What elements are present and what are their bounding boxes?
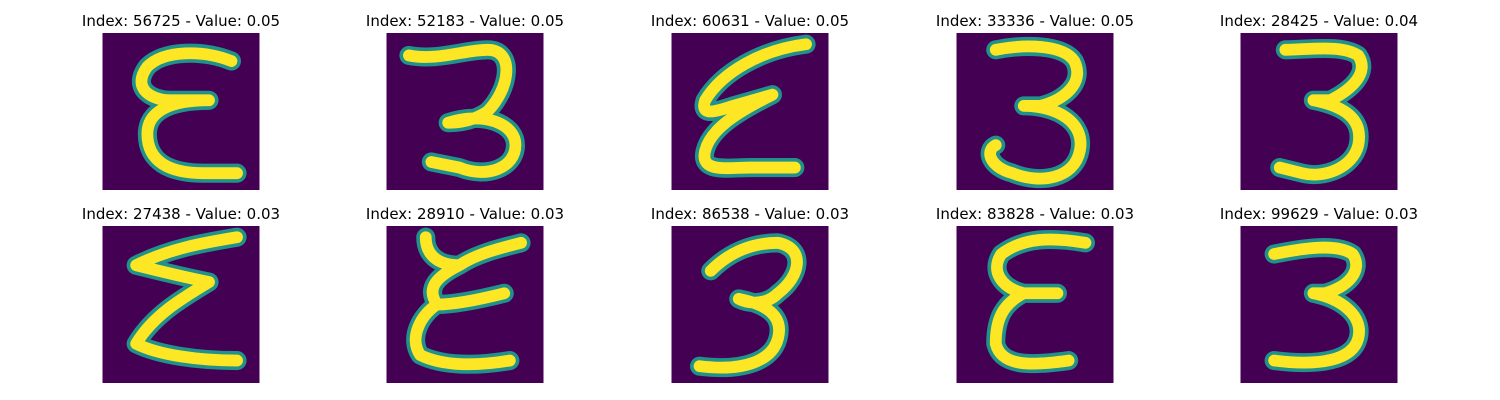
digit-image-epsilon (956, 226, 1114, 383)
image-panel-6: Index: 27438 - Value: 0.03 (71, 203, 291, 383)
image-title: Index: 86538 - Value: 0.03 (650, 205, 850, 223)
digit-image-three (1240, 226, 1398, 383)
image-panel-2: Index: 52183 - Value: 0.05 (355, 10, 575, 190)
digit-image-sigma (102, 226, 260, 383)
image-title: Index: 60631 - Value: 0.05 (650, 12, 850, 30)
image-title: Index: 33336 - Value: 0.05 (935, 12, 1135, 30)
digit-image-epsilon (386, 226, 544, 383)
image-panel-9: Index: 83828 - Value: 0.03 (925, 203, 1145, 383)
digit-image-three (956, 33, 1114, 190)
digit-image-three (671, 226, 829, 383)
image-title: Index: 83828 - Value: 0.03 (935, 205, 1135, 223)
image-title: Index: 28425 - Value: 0.04 (1219, 12, 1419, 30)
image-panel-4: Index: 33336 - Value: 0.05 (925, 10, 1145, 190)
image-panel-3: Index: 60631 - Value: 0.05 (640, 10, 860, 190)
digit-image-three (1240, 33, 1398, 190)
image-title: Index: 99629 - Value: 0.03 (1219, 205, 1419, 223)
image-panel-8: Index: 86538 - Value: 0.03 (640, 203, 860, 383)
image-panel-10: Index: 99629 - Value: 0.03 (1209, 203, 1429, 383)
image-panel-5: Index: 28425 - Value: 0.04 (1209, 10, 1429, 190)
image-title: Index: 52183 - Value: 0.05 (365, 12, 565, 30)
image-title: Index: 28910 - Value: 0.03 (365, 205, 565, 223)
image-title: Index: 56725 - Value: 0.05 (81, 12, 281, 30)
image-panel-1: Index: 56725 - Value: 0.05 (71, 10, 291, 190)
image-panel-7: Index: 28910 - Value: 0.03 (355, 203, 575, 383)
image-title: Index: 27438 - Value: 0.03 (81, 205, 281, 223)
digit-image-epsilon (102, 33, 260, 190)
digit-image-three (386, 33, 544, 190)
digit-image-epsilon-slanted (671, 33, 829, 190)
